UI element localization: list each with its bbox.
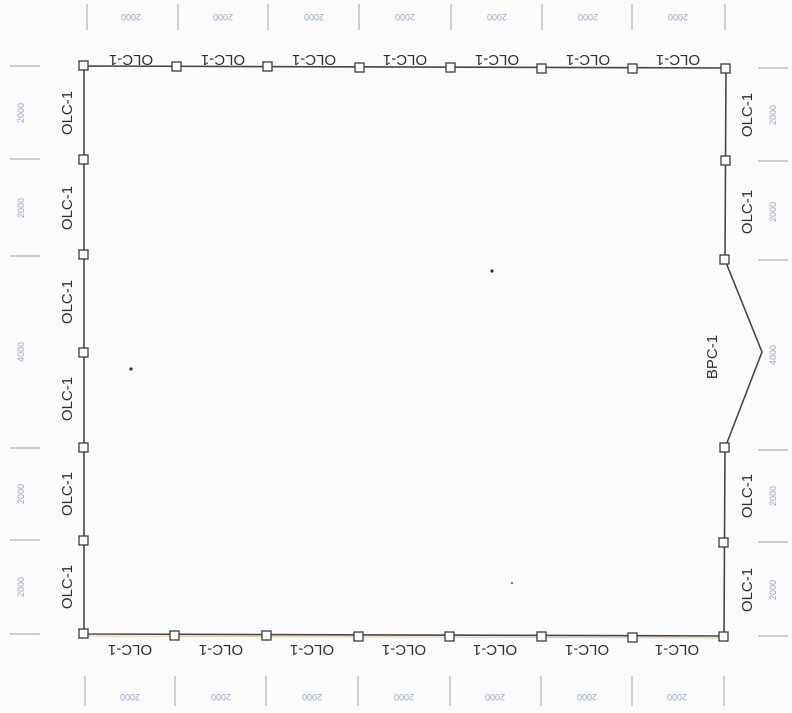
dimension-values: 2000 2000 2000 2000 2000 2000 2000 2000 … — [16, 12, 778, 702]
top-label-5: OLC-1 — [475, 51, 519, 68]
left-label-5: OLC-1 — [59, 472, 76, 516]
left-label-6: OLC-1 — [59, 565, 76, 609]
top-dim-5: 2000 — [487, 12, 507, 22]
bottom-dim-6: 2000 — [577, 692, 597, 702]
speck — [129, 367, 133, 371]
top-dim-2: 2000 — [213, 12, 233, 22]
top-dim-1: 2000 — [121, 12, 141, 22]
left-dim-2: 2000 — [16, 198, 26, 218]
right-label-3: OLC-1 — [739, 474, 756, 518]
right-dim-4: 2000 — [768, 486, 778, 506]
right-labels: OLC-1 OLC-1 BPC-1 OLC-1 OLC-1 — [704, 93, 756, 612]
bottom-dim-7: 2000 — [667, 692, 687, 702]
right-dim-5: 2000 — [768, 580, 778, 600]
speck — [510, 581, 514, 585]
bottom-dim-1: 2000 — [120, 692, 140, 702]
left-dim-5: 2000 — [16, 577, 26, 597]
panel-nodes — [78, 60, 731, 643]
top-label-2: OLC-1 — [201, 51, 245, 68]
right-label-1: OLC-1 — [739, 93, 756, 137]
right-label-bpc: BPC-1 — [704, 335, 721, 379]
left-labels: OLC-1 OLC-1 OLC-1 OLC-1 OLC-1 OLC-1 — [59, 91, 76, 609]
left-dim-3: 4000 — [16, 342, 26, 362]
top-label-3: OLC-1 — [292, 51, 336, 68]
bottom-label-2: OLC-1 — [199, 641, 243, 658]
top-dim-7: 2000 — [668, 12, 688, 22]
bottom-dim-2: 2000 — [211, 692, 231, 702]
bottom-dim-5: 2000 — [485, 692, 505, 702]
left-label-3: OLC-1 — [59, 280, 76, 324]
top-label-4: OLC-1 — [383, 51, 427, 68]
right-label-2: OLC-1 — [739, 190, 756, 234]
top-dim-3: 2000 — [304, 12, 324, 22]
top-dim-6: 2000 — [578, 12, 598, 22]
left-dim-4: 2000 — [16, 484, 26, 504]
bottom-dim-3: 2000 — [302, 692, 322, 702]
top-label-1: OLC-1 — [109, 51, 153, 68]
left-dim-1: 2000 — [16, 103, 26, 123]
dimension-ticks — [10, 4, 788, 706]
top-label-7: OLC-1 — [656, 51, 700, 68]
speck — [490, 269, 494, 273]
bottom-label-1: OLC-1 — [108, 641, 152, 658]
bottom-accent-line — [84, 635, 725, 639]
right-label-4: OLC-1 — [739, 568, 756, 612]
bottom-labels: OLC-1 OLC-1 OLC-1 OLC-1 OLC-1 OLC-1 OLC-… — [108, 641, 699, 658]
right-dim-1: 2000 — [768, 105, 778, 125]
bottom-dim-4: 2000 — [394, 692, 414, 702]
top-dim-4: 2000 — [395, 12, 415, 22]
bottom-label-7: OLC-1 — [655, 641, 699, 658]
bottom-label-4: OLC-1 — [382, 641, 426, 658]
left-label-2: OLC-1 — [59, 186, 76, 230]
bottom-label-3: OLC-1 — [290, 641, 334, 658]
left-label-1: OLC-1 — [59, 91, 76, 135]
left-label-4: OLC-1 — [59, 377, 76, 421]
bottom-label-5: OLC-1 — [473, 641, 517, 658]
bottom-label-6: OLC-1 — [565, 641, 609, 658]
top-label-6: OLC-1 — [566, 51, 610, 68]
right-dim-3: 4000 — [768, 345, 778, 365]
top-labels: OLC-1 OLC-1 OLC-1 OLC-1 OLC-1 OLC-1 OLC-… — [109, 51, 700, 68]
wall-outline — [83, 65, 763, 637]
right-dim-2: 2000 — [768, 202, 778, 222]
